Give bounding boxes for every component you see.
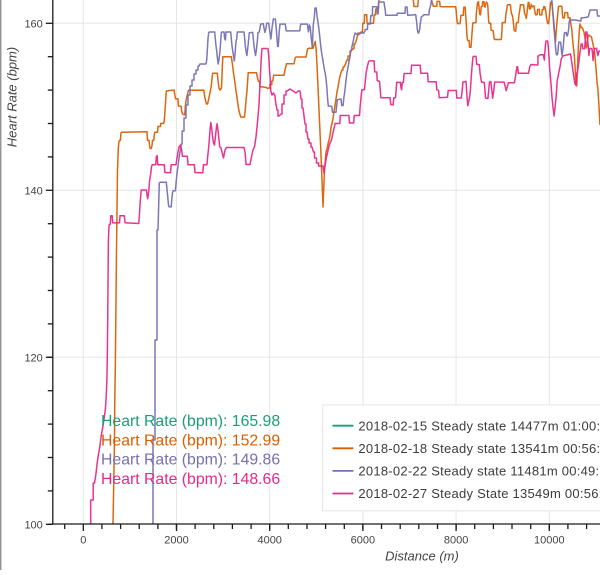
svg-text:Heart Rate (bpm): 149.86: Heart Rate (bpm): 149.86	[101, 452, 280, 469]
svg-text:2018-02-18 Steady state 13541m: 2018-02-18 Steady state 13541m 00:56:03	[358, 441, 600, 456]
svg-text:Heart Rate (bpm): 152.99: Heart Rate (bpm): 152.99	[101, 432, 280, 449]
svg-text:8000: 8000	[444, 535, 468, 547]
svg-text:Heart Rate (bpm): Heart Rate (bpm)	[5, 47, 20, 147]
svg-text:10000: 10000	[534, 535, 565, 547]
svg-text:Heart Rate (bpm): 165.98: Heart Rate (bpm): 165.98	[101, 413, 280, 430]
svg-text:2018-02-22 Steady state 11481m: 2018-02-22 Steady state 11481m 00:49:16	[358, 464, 600, 479]
svg-text:Distance (m): Distance (m)	[385, 549, 459, 564]
svg-text:0: 0	[80, 535, 86, 547]
svg-text:2018-02-27 Steady State 13549m: 2018-02-27 Steady State 13549m 00:56:44	[358, 486, 600, 501]
svg-text:100: 100	[24, 519, 42, 531]
svg-text:160: 160	[24, 18, 42, 30]
svg-text:4000: 4000	[257, 535, 281, 547]
svg-text:6000: 6000	[351, 535, 375, 547]
svg-text:2000: 2000	[164, 535, 188, 547]
svg-text:2018-02-15 Steady state 14477m: 2018-02-15 Steady state 14477m 01:00:24	[358, 418, 600, 433]
svg-text:140: 140	[24, 185, 42, 197]
svg-text:120: 120	[24, 352, 42, 364]
svg-text:Heart Rate (bpm): 148.66: Heart Rate (bpm): 148.66	[101, 471, 280, 488]
